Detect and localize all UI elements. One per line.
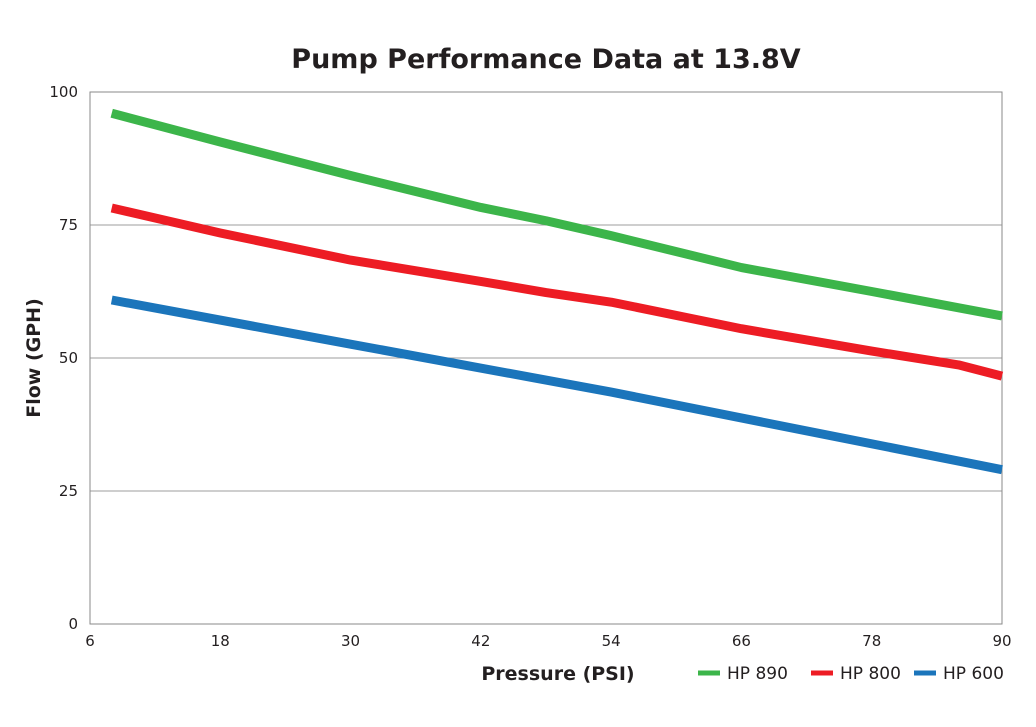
y-tick-label: 0 [68,615,78,633]
legend-label: HP 800 [840,664,901,684]
x-tick-label: 90 [992,632,1011,650]
y-tick-label: 100 [49,83,78,101]
series-line-hp-600 [110,295,1003,475]
y-tick-label: 75 [59,216,78,234]
x-tick-label: 30 [341,632,360,650]
x-tick-label: 54 [602,632,621,650]
y-tick-label: 50 [59,349,78,367]
legend-label: HP 890 [727,664,788,684]
x-tick-label: 42 [471,632,490,650]
y-axis-label: Flow (GPH) [23,298,45,418]
plot-frame [89,91,1003,625]
legend-label: HP 600 [943,664,1004,684]
series-line-hp-800 [110,203,1004,381]
series-line-hp-890 [110,108,1003,321]
x-tick-label: 78 [862,632,881,650]
x-axis-label: Pressure (PSI) [481,663,634,685]
y-tick-label: 25 [59,482,78,500]
x-tick-label: 66 [732,632,751,650]
x-tick-label: 6 [85,632,95,650]
x-tick-label: 18 [211,632,230,650]
chart-title: Pump Performance Data at 13.8V [291,44,800,75]
